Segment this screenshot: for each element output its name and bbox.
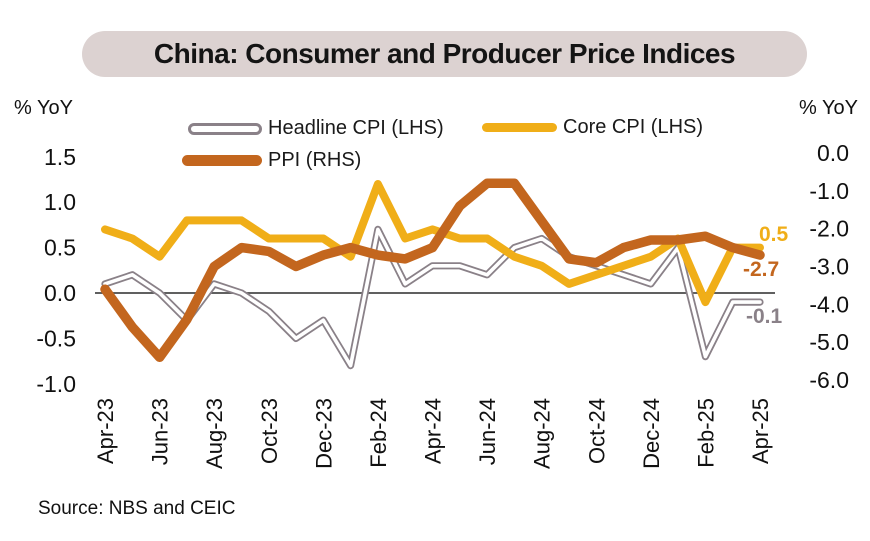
headline-cpi-line-swatch-icon (188, 122, 262, 135)
x-axis-tick-label: Apr-23 (93, 398, 118, 464)
legend-item-core-cpi: Core CPI (LHS) (482, 116, 703, 139)
x-axis-tick-label: Dec-24 (639, 398, 664, 469)
x-axis-tick-label: Aug-23 (202, 398, 227, 469)
chart-title-banner: China: Consumer and Producer Price Indic… (82, 31, 807, 77)
left-axis-tick-label: 0.0 (44, 280, 76, 306)
x-axis-tick-label: Feb-25 (693, 398, 718, 468)
right-axis-tick-label: 0.0 (817, 140, 849, 166)
legend-label-ppi: PPI (RHS) (268, 149, 362, 171)
left-axis-tick-label: -1.0 (36, 371, 76, 397)
right-axis-tick-label: -2.0 (809, 216, 849, 242)
left-axis-tick-label: 1.0 (44, 189, 76, 215)
x-axis-tick-label: Oct-23 (257, 398, 282, 464)
right-axis-unit-label: % YoY (799, 97, 858, 119)
legend-label-headline-cpi: Headline CPI (LHS) (268, 117, 444, 139)
series-line-1 (101, 180, 764, 307)
x-axis-tick-label: Dec-23 (311, 398, 336, 469)
x-axis-tick-label: Apr-24 (421, 398, 446, 464)
right-axis-tick-label: -3.0 (809, 253, 849, 279)
right-axis-tick-label: -4.0 (809, 291, 849, 317)
right-axis-tick-label: -1.0 (809, 178, 849, 204)
core-cpi-line-swatch-icon (482, 123, 557, 132)
right-axis-tick-label: -5.0 (809, 329, 849, 355)
chart-title: China: Consumer and Producer Price Indic… (153, 38, 736, 69)
legend-label-core-cpi: Core CPI (LHS) (563, 116, 704, 138)
x-axis-tick-label: Oct-24 (584, 398, 609, 464)
left-axis-tick-label: 1.5 (44, 144, 76, 170)
right-axis-tick-label: -6.0 (809, 367, 849, 393)
end-label-core-cpi: 0.5 (759, 223, 789, 246)
end-label-headline-cpi: -0.1 (746, 305, 783, 328)
left-axis-unit-label: % YoY (14, 97, 73, 119)
series-line-0-core (103, 227, 762, 368)
x-axis-tick-label: Jun-23 (148, 398, 173, 465)
x-axis-tick-label: Jun-24 (475, 398, 500, 465)
source-note: Source: NBS and CEIC (38, 498, 236, 519)
series-line-2 (100, 178, 765, 363)
legend-item-headline-cpi: Headline CPI (LHS) (188, 117, 444, 140)
left-axis-tick-label: 0.5 (44, 235, 76, 261)
left-axis-tick-label: -0.5 (36, 325, 76, 351)
x-axis-tick-label: Apr-25 (748, 398, 773, 464)
x-axis-tick-label: Aug-24 (530, 398, 555, 469)
x-axis-tick-label: Feb-24 (366, 398, 391, 468)
end-label-ppi: -2.7 (743, 258, 780, 281)
legend-item-ppi: PPI (RHS) (182, 149, 361, 172)
ppi-line-swatch-icon (182, 155, 262, 166)
